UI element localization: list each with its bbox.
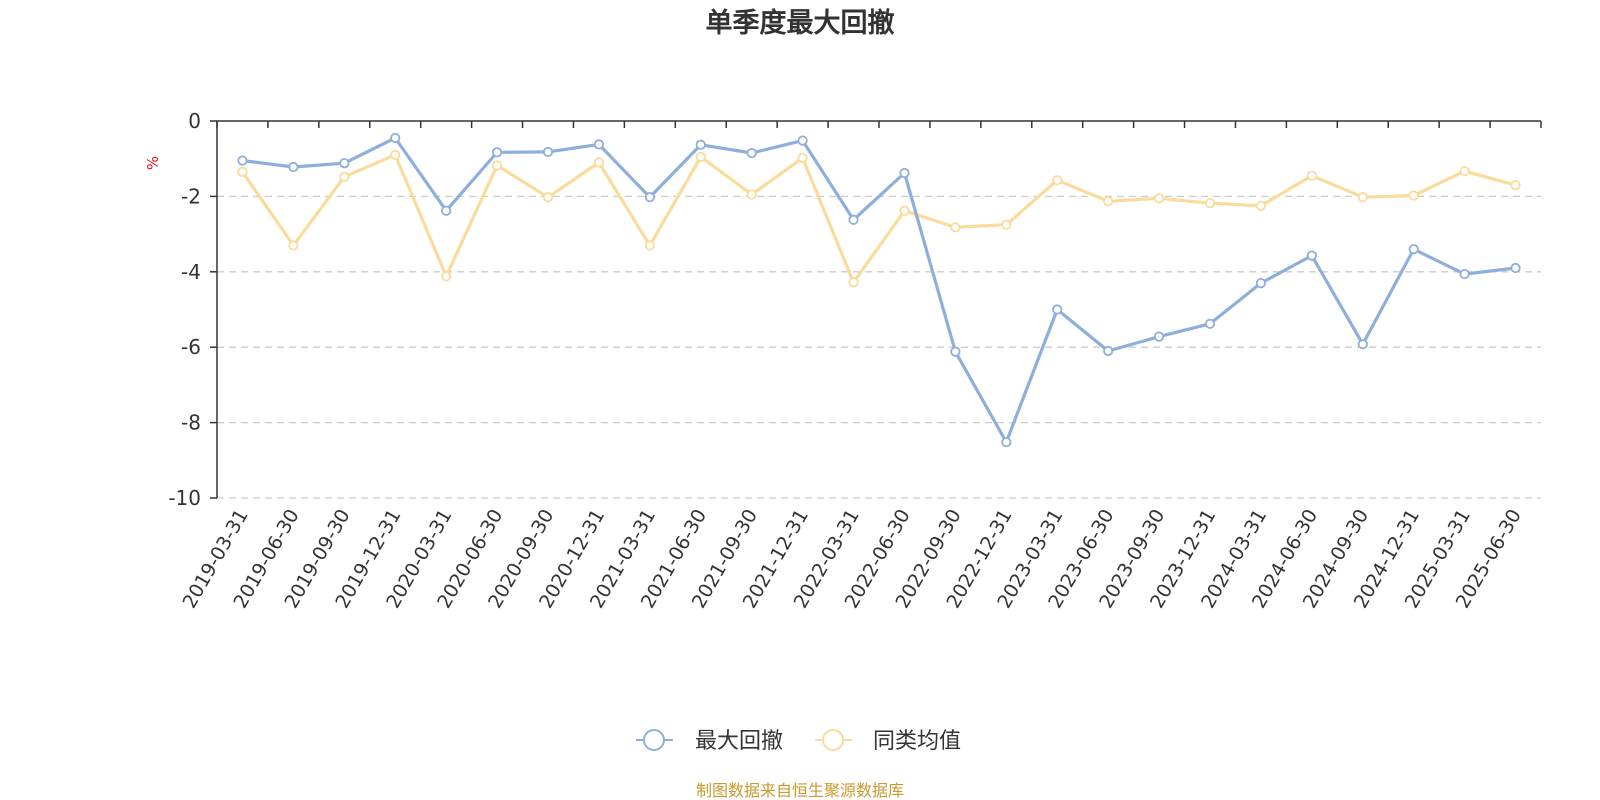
data-point-series-0 [1052, 304, 1063, 315]
legend-marker-max-drawdown [643, 729, 665, 751]
data-point-series-1 [1357, 192, 1368, 203]
data-point-series-0 [237, 155, 248, 166]
data-point-series-0 [1306, 250, 1317, 261]
data-point-series-1 [695, 151, 706, 162]
data-point-series-1 [1052, 175, 1063, 186]
data-point-series-0 [950, 346, 961, 357]
data-point-series-1 [1408, 190, 1419, 201]
series-line-0 [242, 136, 1516, 444]
data-point-series-0 [797, 135, 808, 146]
legend-label-peer-average: 同类均值 [873, 729, 961, 754]
data-point-series-1 [848, 277, 859, 288]
data-point-series-0 [1408, 244, 1419, 255]
data-point-series-0 [899, 167, 910, 179]
legend-label-max-drawdown: 最大回撤 [695, 729, 783, 754]
data-point-series-1 [1204, 198, 1216, 209]
y-tick-label: -2 [181, 184, 201, 208]
data-point-series-1 [899, 205, 910, 216]
data-point-series-1 [1459, 166, 1470, 177]
data-point-series-0 [1459, 268, 1470, 280]
data-point-series-1 [1255, 200, 1267, 211]
y-tick-label: -4 [181, 260, 201, 284]
data-point-series-0 [339, 158, 350, 169]
data-point-series-0 [1153, 331, 1165, 342]
data-point-series-1 [593, 157, 605, 168]
data-point-series-1 [1510, 179, 1521, 191]
legend-item-peer-average[interactable]: 同类均值 [815, 729, 961, 754]
data-point-series-0 [1103, 345, 1114, 357]
legend-marker-peer-average [822, 729, 844, 751]
data-point-series-1 [746, 189, 757, 200]
data-point-series-1 [1153, 193, 1165, 204]
data-point-series-0 [1357, 339, 1368, 350]
data-point-series-0 [542, 146, 554, 158]
data-point-series-0 [390, 132, 401, 144]
series-line-1 [241, 153, 1516, 284]
data-point-series-1 [1103, 196, 1114, 207]
data-point-series-1 [441, 271, 452, 282]
data-point-series-0 [1001, 437, 1012, 448]
y-tick-label: -6 [181, 335, 201, 359]
data-point-series-1 [950, 222, 961, 233]
data-point-series-0 [441, 205, 452, 216]
data-point-series-0 [695, 139, 706, 150]
grid-lines [217, 195, 1541, 499]
data-point-series-0 [1510, 262, 1521, 274]
chart-title: 单季度最大回撤 [706, 7, 895, 39]
data-point-series-0 [644, 192, 655, 203]
legend: 最大回撤 同类均值 [636, 729, 961, 754]
data-point-series-0 [746, 147, 757, 159]
data-point-series-1 [1306, 170, 1317, 181]
data-point-series-0 [1255, 278, 1267, 289]
y-axis-unit-label: % [144, 156, 162, 170]
data-point-series-0 [1204, 318, 1216, 329]
data-source-note: 制图数据来自恒生聚源数据库 [696, 781, 904, 800]
data-point-series-1 [390, 149, 401, 161]
data-point-series-0 [288, 161, 299, 173]
data-point-series-0 [491, 147, 503, 158]
data-point-series-1 [288, 240, 299, 251]
data-point-series-1 [797, 152, 808, 164]
data-point-series-0 [848, 214, 859, 225]
data-point-series-1 [237, 166, 248, 177]
series-lines [237, 132, 1521, 448]
data-point-series-0 [593, 139, 605, 150]
y-tick-label: 0 [188, 109, 201, 133]
y-tick-label: -10 [168, 486, 201, 510]
data-point-series-1 [491, 160, 503, 171]
data-point-series-1 [644, 240, 655, 251]
data-point-series-1 [1001, 219, 1012, 230]
data-point-series-1 [339, 171, 350, 182]
legend-item-max-drawdown[interactable]: 最大回撤 [636, 729, 783, 754]
y-tick-label: -8 [181, 411, 201, 435]
data-point-series-1 [542, 192, 554, 203]
